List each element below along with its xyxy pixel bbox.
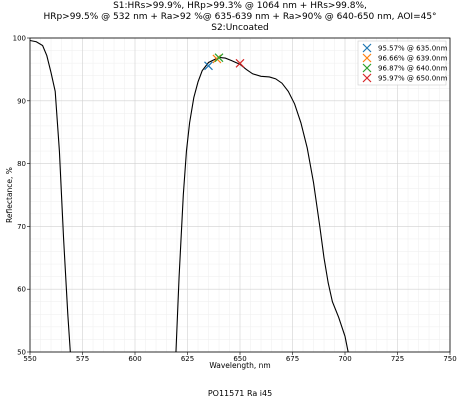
x-tick-label: 625 xyxy=(181,355,194,363)
x-tick-label: 550 xyxy=(23,355,36,363)
title-line: S2:Uncoated xyxy=(211,23,269,33)
x-axis-label: Wavelength, nm xyxy=(209,361,270,370)
legend-marker xyxy=(362,43,372,53)
footer: PO11571 Ra i45 xyxy=(208,389,272,398)
x-tick-label: 575 xyxy=(76,355,89,363)
legend-marker xyxy=(362,73,372,83)
x-tick-label: 750 xyxy=(443,355,456,363)
x-tick-label: 650 xyxy=(233,355,246,363)
legend-label: 95.97% @ 650.0nm xyxy=(378,75,448,83)
legend-box xyxy=(357,40,447,86)
legend-label: 96.66% @ 639.0nm xyxy=(378,55,448,63)
x-tick-label: 675 xyxy=(286,355,299,363)
legend-label: 95.57% @ 635.0nm xyxy=(378,45,448,53)
y-tick-label: 60 xyxy=(17,286,26,294)
y-tick-label: 50 xyxy=(17,349,26,357)
y-axis-label: Reflectance, % xyxy=(5,167,14,223)
x-tick-label: 600 xyxy=(128,355,141,363)
point-marker xyxy=(214,53,224,63)
reflectance-curve xyxy=(29,39,349,353)
y-tick-label: 90 xyxy=(17,97,26,105)
x-tick-label: 725 xyxy=(391,355,404,363)
y-tick-label: 70 xyxy=(17,223,26,231)
title-line: HRp>99.5% @ 532 nm + Ra>92 %@ 635-639 nm… xyxy=(43,12,436,22)
legend-label: 96.87% @ 640.0nm xyxy=(378,65,448,73)
legend-marker xyxy=(362,53,372,63)
title-line: S1:HRs>99.9%, HRp>99.3% @ 1064 nm + HRs>… xyxy=(113,1,367,11)
point-marker xyxy=(235,58,245,68)
plot-frame xyxy=(29,37,451,353)
legend-marker xyxy=(362,63,372,73)
y-tick-label: 100 xyxy=(13,35,26,43)
point-marker xyxy=(204,61,213,71)
y-tick-label: 80 xyxy=(17,160,26,168)
x-tick-label: 700 xyxy=(338,355,351,363)
